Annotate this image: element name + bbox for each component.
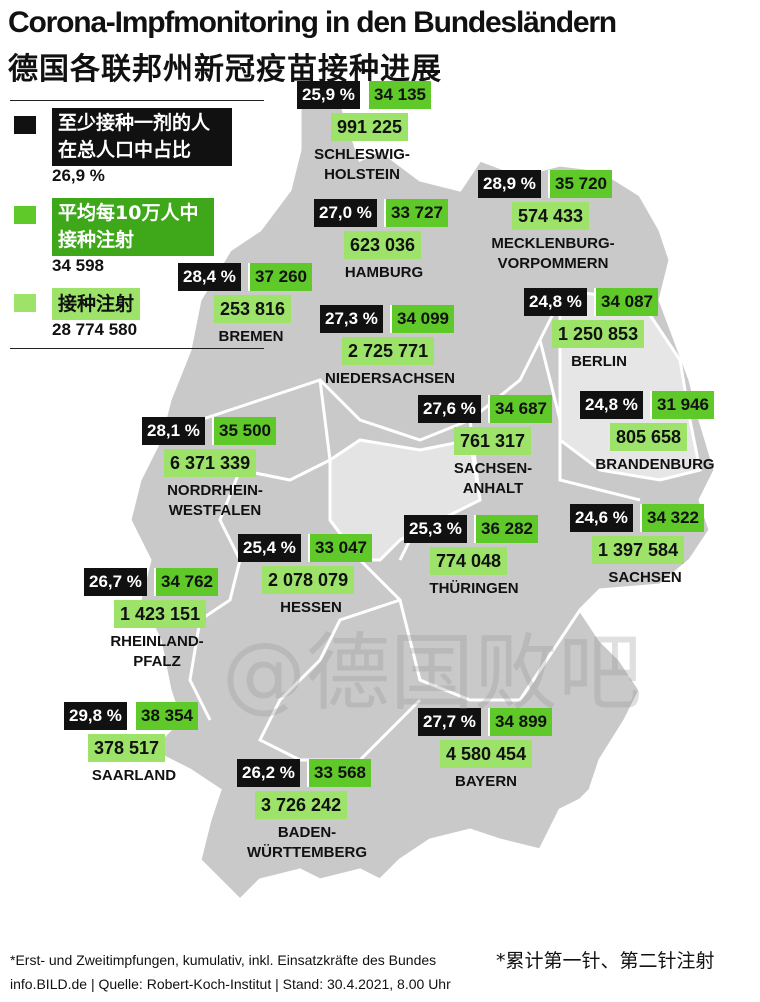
state-total: 774 048 [430, 547, 508, 575]
state-share: 29,8 % [64, 702, 127, 730]
state-share: 28,9 % [478, 170, 541, 198]
state-name: SCHLESWIG- HOLSTEIN [314, 146, 410, 183]
legend-total-swatch [14, 294, 36, 312]
source-line: info.BILD.de | Quelle: Robert-Koch-Insti… [10, 976, 451, 992]
state-total: 6 371 339 [164, 449, 257, 477]
state-share: 25,9 % [297, 81, 360, 109]
state-name: HESSEN [280, 599, 342, 616]
legend-per100k-swatch [14, 206, 36, 224]
state-share: 24,8 % [580, 391, 643, 419]
map-title: Corona-Impfmonitoring in den Bundeslände… [8, 6, 617, 39]
state-name: BREMEN [218, 328, 284, 345]
watermark: @德国败吧 [222, 624, 643, 722]
state-name: BAYERN [455, 773, 517, 790]
state-per100k: 33 568 [307, 759, 371, 787]
state-total: 4 580 454 [440, 740, 533, 768]
state-total: 2 725 771 [342, 337, 435, 365]
state-name: BADEN- WÜRTTEMBERG [247, 824, 367, 861]
state-per100k: 31 946 [650, 391, 714, 419]
state-name: SACHSEN [608, 569, 682, 586]
legend-total-label: 接种注射 [52, 288, 141, 320]
state-share: 28,1 % [142, 417, 205, 445]
legend-share-value: 26,9 % [52, 166, 105, 185]
state-per100k: 34 087 [594, 288, 658, 316]
state-share: 27,7 % [418, 708, 481, 736]
state-name: BERLIN [571, 353, 627, 370]
state-total: 1 423 151 [114, 600, 207, 628]
state-per100k: 36 282 [474, 515, 538, 543]
state-total: 623 036 [344, 231, 422, 259]
legend-share-swatch [14, 116, 36, 134]
state-total: 2 078 079 [262, 566, 355, 594]
legend-share-label: 至少接种一剂的人 在总人口中占比 [52, 108, 232, 166]
state-share: 24,8 % [524, 288, 587, 316]
state-per100k: 35 500 [212, 417, 276, 445]
state-share: 25,3 % [404, 515, 467, 543]
state-per100k: 38 354 [134, 702, 198, 730]
legend-per100k-label: 平均每10万人中 接种注射 [52, 198, 214, 256]
state-per100k: 34 687 [488, 395, 552, 423]
state-total: 991 225 [331, 113, 409, 141]
state-share: 27,6 % [418, 395, 481, 423]
legend-top-rule [10, 100, 264, 101]
legend-total-value: 28 774 580 [52, 320, 138, 339]
state-total: 378 517 [88, 734, 166, 762]
footnote: *Erst- und Zweitimpfungen, kumulativ, in… [10, 952, 437, 968]
state-name: THÜRINGEN [429, 580, 519, 597]
legend-bottom-rule [10, 348, 264, 349]
state-name: RHEINLAND- PFALZ [110, 633, 204, 670]
state-share: 26,7 % [84, 568, 147, 596]
state-per100k: 34 099 [390, 305, 454, 333]
state-per100k: 35 720 [548, 170, 612, 198]
state-per100k: 34 762 [154, 568, 218, 596]
state-name: MECKLENBURG- VORPOMMERN [491, 235, 615, 272]
state-name: HAMBURG [344, 264, 424, 281]
state-total: 3 726 242 [255, 791, 348, 819]
state-name: NORDRHEIN- WESTFALEN [167, 482, 263, 519]
state-total: 574 433 [512, 202, 590, 230]
state-name: SAARLAND [91, 767, 177, 784]
state-share: 24,6 % [570, 504, 633, 532]
footnote-zh: *累计第一针、第二针注射 [496, 950, 715, 972]
state-total: 1 397 584 [592, 536, 685, 564]
legend-per100k-value: 34 598 [52, 256, 104, 275]
state-per100k: 34 135 [367, 81, 431, 109]
state-name: SACHSEN- ANHALT [453, 460, 533, 497]
state-share: 28,4 % [178, 263, 241, 291]
state-total: 761 317 [454, 427, 532, 455]
state-share: 27,3 % [320, 305, 383, 333]
state-per100k: 34 899 [488, 708, 552, 736]
state-total: 805 658 [610, 423, 688, 451]
state-share: 26,2 % [237, 759, 300, 787]
state-share: 27,0 % [314, 199, 377, 227]
state-share: 25,4 % [238, 534, 301, 562]
state-total: 253 816 [214, 295, 292, 323]
state-per100k: 33 727 [384, 199, 448, 227]
state-per100k: 33 047 [308, 534, 372, 562]
state-total: 1 250 853 [552, 320, 645, 348]
state-name: BRANDENBURG [595, 456, 715, 473]
light-region-east [558, 288, 702, 482]
state-per100k: 37 260 [248, 263, 312, 291]
state-per100k: 34 322 [640, 504, 704, 532]
state-name: NIEDERSACHSEN [324, 370, 456, 387]
